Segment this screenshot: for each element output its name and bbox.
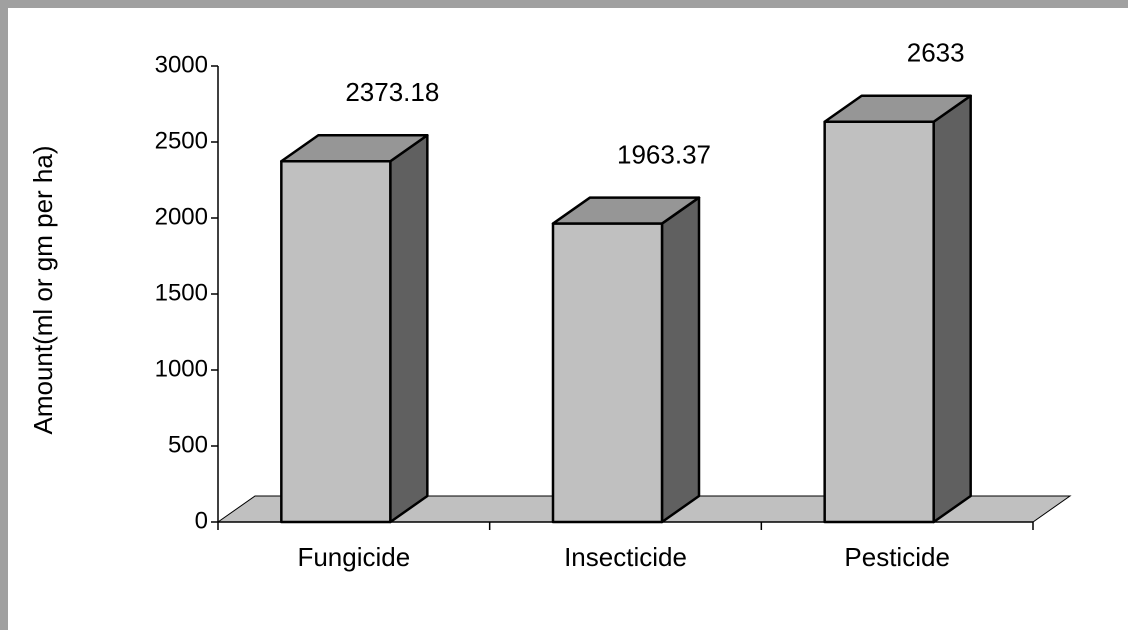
x-tick-label: Fungicide <box>297 542 410 572</box>
y-tick-label: 3000 <box>155 51 208 78</box>
y-tick-label: 0 <box>195 507 208 534</box>
y-tick-label: 2500 <box>155 127 208 154</box>
bar <box>280 134 429 524</box>
x-tick-label: Insecticide <box>564 542 687 572</box>
bar-side <box>932 94 972 524</box>
y-tick-label: 2000 <box>155 203 208 230</box>
bar-side <box>660 196 701 524</box>
bar-front <box>551 222 664 524</box>
bar-side <box>389 134 429 524</box>
frame-top <box>0 0 1128 8</box>
y-tick-label: 1500 <box>155 279 208 306</box>
y-tick-label: 500 <box>168 431 208 458</box>
x-tick-label: Pesticide <box>844 542 950 572</box>
bar-front <box>280 160 392 524</box>
bar <box>823 94 972 524</box>
bar-front <box>823 120 935 524</box>
value-label: 2633 <box>907 38 965 68</box>
value-label: 2373.18 <box>345 77 439 107</box>
value-label: 1963.37 <box>617 139 711 169</box>
y-tick-label: 1000 <box>155 355 208 382</box>
y-axis-label: Amount(ml or gm per ha) <box>28 146 58 435</box>
bar <box>551 196 701 524</box>
frame-left <box>0 0 8 630</box>
